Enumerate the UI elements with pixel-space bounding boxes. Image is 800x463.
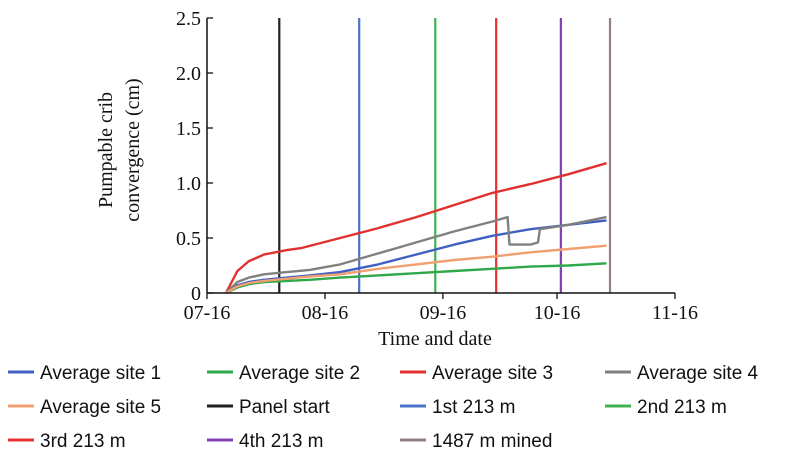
y-tick-label: 1.0 (176, 173, 201, 195)
series-line-4 (225, 215, 607, 294)
axes: 0 0.5 1.0 1.5 2.0 2.5 07-16 08-16 09-16 10-16 11-1… (95, 8, 698, 350)
legend-label: 2nd 213 m (637, 397, 727, 418)
y-tick-label: 2.5 (176, 8, 201, 30)
legend-label: Average site 5 (40, 397, 161, 418)
x-tick-label: 08-16 (302, 302, 349, 324)
series-line-3 (224, 162, 607, 294)
x-tick-label: 07-16 (184, 302, 231, 324)
legend-label: 3rd 213 m (40, 431, 126, 452)
legend-label: 1487 m mined (432, 431, 552, 452)
y-tick-label: 0 (191, 283, 201, 305)
legend: Average site 1 Average site 2 Average site… (8, 363, 759, 452)
plot-area (224, 18, 612, 295)
y-tick-label: 0.5 (176, 228, 201, 250)
x-tick-label: 09-16 (420, 302, 467, 324)
x-axis-title: Time and date (378, 328, 492, 350)
x-tick-label: 11-16 (652, 302, 698, 324)
legend-label: 4th 213 m (239, 431, 324, 452)
legend-label: Average site 2 (239, 363, 360, 384)
y-tick-label: 2.0 (176, 63, 201, 85)
legend-label: Average site 4 (637, 363, 759, 384)
y-axis-title-line: Pumpable crib (95, 92, 117, 208)
legend-label: Panel start (239, 397, 331, 418)
series-line-5 (225, 244, 607, 295)
y-tick-label: 1.5 (176, 118, 201, 140)
legend-label: Average site 1 (40, 363, 161, 384)
y-axis-title-line: convergence (cm) (122, 78, 144, 221)
x-tick-label: 10-16 (534, 302, 581, 324)
legend-label: 1st 213 m (432, 397, 515, 418)
legend-label: Average site 3 (432, 363, 553, 384)
